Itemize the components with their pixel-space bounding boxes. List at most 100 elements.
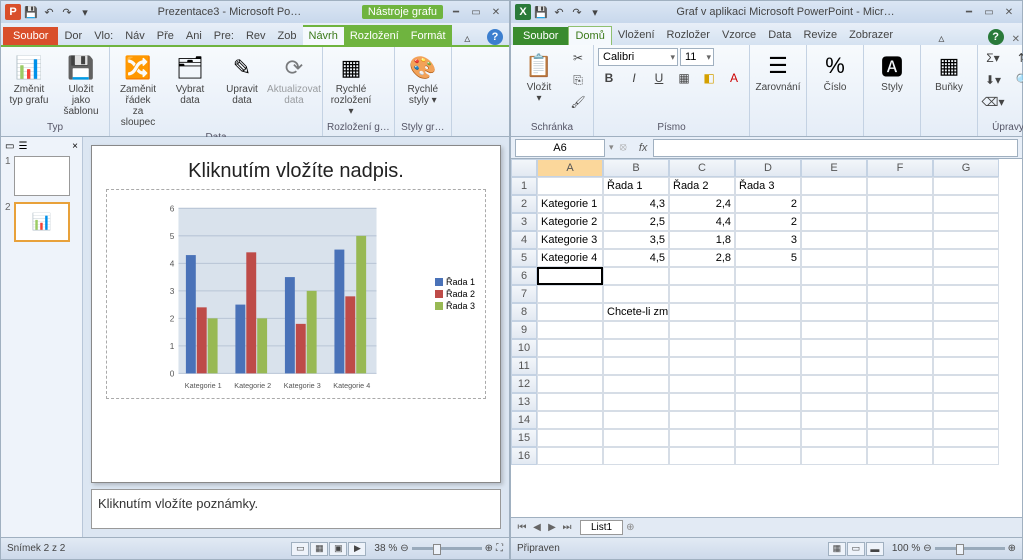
- cell-F6[interactable]: [867, 267, 933, 285]
- cell-E12[interactable]: [801, 375, 867, 393]
- restore-icon[interactable]: ▭: [980, 5, 998, 19]
- file-tab[interactable]: Soubor: [513, 27, 568, 45]
- cell-B16[interactable]: [603, 447, 669, 465]
- undo-icon[interactable]: ↶: [551, 4, 567, 20]
- cell-B4[interactable]: 3,5: [603, 231, 669, 249]
- cell-E11[interactable]: [801, 357, 867, 375]
- row-header-12[interactable]: 12: [511, 375, 537, 393]
- restore-icon[interactable]: ▭: [467, 5, 485, 19]
- row-header-6[interactable]: 6: [511, 267, 537, 285]
- font-color-icon[interactable]: A: [723, 68, 745, 88]
- cell-C6[interactable]: [669, 267, 735, 285]
- cell-C12[interactable]: [669, 375, 735, 393]
- btn-Uložit-jako-šablonu[interactable]: 💾Uložit jakošablonu: [57, 50, 105, 119]
- cell-C1[interactable]: Řada 2: [669, 177, 735, 195]
- col-header-G[interactable]: G: [933, 159, 999, 177]
- cell-A1[interactable]: [537, 177, 603, 195]
- col-header-F[interactable]: F: [867, 159, 933, 177]
- zoom-in-icon[interactable]: ⊕: [1008, 543, 1016, 554]
- btn-Aktualizovat-data[interactable]: ⟳Aktualizovatdata: [270, 50, 318, 108]
- cell-E7[interactable]: [801, 285, 867, 303]
- cell-B11[interactable]: [603, 357, 669, 375]
- col-header-E[interactable]: E: [801, 159, 867, 177]
- cell-A16[interactable]: [537, 447, 603, 465]
- cell-D11[interactable]: [735, 357, 801, 375]
- cell-G8[interactable]: [933, 303, 999, 321]
- cell-D8[interactable]: [735, 303, 801, 321]
- cell-D5[interactable]: 5: [735, 249, 801, 267]
- copy-icon[interactable]: ⎘: [567, 70, 589, 90]
- cell-F2[interactable]: [867, 195, 933, 213]
- autosum-icon[interactable]: Σ▾: [982, 48, 1004, 68]
- cell-D15[interactable]: [735, 429, 801, 447]
- cell-C5[interactable]: 2,8: [669, 249, 735, 267]
- row-header-3[interactable]: 3: [511, 213, 537, 231]
- cell-G13[interactable]: [933, 393, 999, 411]
- cell-E9[interactable]: [801, 321, 867, 339]
- cell-A15[interactable]: [537, 429, 603, 447]
- row-header-1[interactable]: 1: [511, 177, 537, 195]
- cell-F9[interactable]: [867, 321, 933, 339]
- cell-B6[interactable]: [603, 267, 669, 285]
- cell-G4[interactable]: [933, 231, 999, 249]
- tab-Ani[interactable]: Ani: [180, 27, 208, 45]
- cell-G1[interactable]: [933, 177, 999, 195]
- zoom-out-icon[interactable]: ⊖: [400, 543, 408, 554]
- cell-A6[interactable]: [537, 267, 603, 285]
- cell-A3[interactable]: Kategorie 2: [537, 213, 603, 231]
- cell-B10[interactable]: [603, 339, 669, 357]
- cell-D1[interactable]: Řada 3: [735, 177, 801, 195]
- cell-A2[interactable]: Kategorie 1: [537, 195, 603, 213]
- help-icon[interactable]: ?: [988, 29, 1004, 45]
- zoom-slider[interactable]: [935, 547, 1005, 550]
- cell-F16[interactable]: [867, 447, 933, 465]
- prev-sheet-icon[interactable]: ◀: [530, 522, 544, 533]
- tab-Data[interactable]: Data: [762, 26, 797, 45]
- cell-A9[interactable]: [537, 321, 603, 339]
- cell-B9[interactable]: [603, 321, 669, 339]
- cell-F15[interactable]: [867, 429, 933, 447]
- panel-close-icon[interactable]: ×: [72, 141, 78, 152]
- btn-Upravit-data[interactable]: ✎Upravitdata: [218, 50, 266, 108]
- row-header-11[interactable]: 11: [511, 357, 537, 375]
- col-header-A[interactable]: A: [537, 159, 603, 177]
- chart-object[interactable]: 0123456Kategorie 1Kategorie 2Kategorie 3…: [106, 189, 486, 399]
- cell-B12[interactable]: [603, 375, 669, 393]
- paste-button[interactable]: 📋Vložit▾: [515, 48, 563, 106]
- cell-B14[interactable]: [603, 411, 669, 429]
- cell-D13[interactable]: [735, 393, 801, 411]
- row-header-15[interactable]: 15: [511, 429, 537, 447]
- cell-F8[interactable]: [867, 303, 933, 321]
- cell-D4[interactable]: 3: [735, 231, 801, 249]
- cell-G3[interactable]: [933, 213, 999, 231]
- row-header-2[interactable]: 2: [511, 195, 537, 213]
- save-icon[interactable]: 💾: [533, 4, 549, 20]
- worksheet[interactable]: ABCDEFG1Řada 1Řada 2Řada 32Kategorie 14,…: [511, 159, 1022, 517]
- cell-A12[interactable]: [537, 375, 603, 393]
- tab-Vlo:[interactable]: Vlo:: [88, 27, 119, 45]
- xl-view-buttons[interactable]: ▦▭▬: [828, 542, 884, 556]
- cell-C15[interactable]: [669, 429, 735, 447]
- cell-C4[interactable]: 1,8: [669, 231, 735, 249]
- zoom-out-icon[interactable]: ⊖: [923, 543, 931, 554]
- cell-A8[interactable]: [537, 303, 603, 321]
- col-header-B[interactable]: B: [603, 159, 669, 177]
- cell-D6[interactable]: [735, 267, 801, 285]
- btn-Rychlé-rozložení-▾[interactable]: ▦Rychlérozložení ▾: [327, 50, 375, 119]
- cell-B2[interactable]: 4,3: [603, 195, 669, 213]
- cell-E3[interactable]: [801, 213, 867, 231]
- cell-C13[interactable]: [669, 393, 735, 411]
- slide[interactable]: Kliknutím vložíte nadpis. 0123456Kategor…: [91, 145, 501, 483]
- first-sheet-icon[interactable]: ⏮: [515, 522, 529, 533]
- cell-E15[interactable]: [801, 429, 867, 447]
- name-box[interactable]: A6: [515, 139, 605, 157]
- cut-icon[interactable]: ✂: [567, 48, 589, 68]
- notes-pane[interactable]: Kliknutím vložíte poznámky.: [91, 489, 501, 529]
- format-painter-icon[interactable]: 🖌: [567, 92, 589, 112]
- new-sheet-icon[interactable]: ⊕: [626, 522, 634, 533]
- cell-G10[interactable]: [933, 339, 999, 357]
- clear-icon[interactable]: ⌫▾: [982, 92, 1004, 112]
- row-header-4[interactable]: 4: [511, 231, 537, 249]
- tab-Zobrazer[interactable]: Zobrazer: [843, 26, 899, 45]
- cell-D7[interactable]: [735, 285, 801, 303]
